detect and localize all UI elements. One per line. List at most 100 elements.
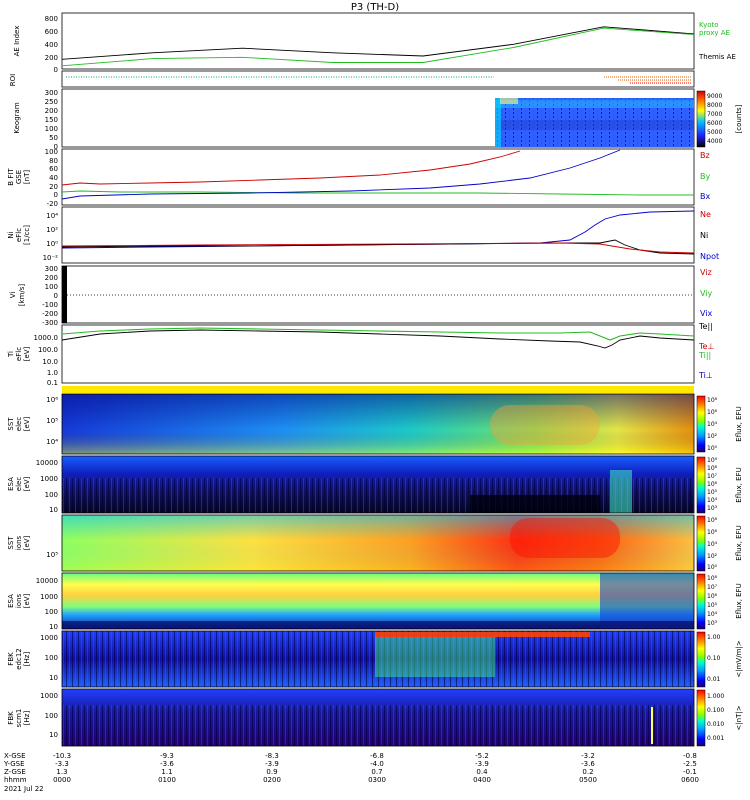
density-ylabel2: eFlc <box>15 228 23 242</box>
sst-e-cb-tick: 10⁶ <box>707 409 718 416</box>
bfield-ytick: 80 <box>49 157 58 165</box>
bfield-panel: B FIT GSE [nT] 100 80 60 40 20 0 -20 Bz … <box>7 148 710 208</box>
svg-text:0100: 0100 <box>158 776 176 784</box>
svg-text:0500: 0500 <box>579 776 597 784</box>
ae-panel: AE Index 800 600 400 200 0 Kyoto proxy A… <box>13 12 736 74</box>
fbk-e-ylabel2: edc12 <box>15 648 23 670</box>
temp-ytick: 1000.0 <box>34 334 59 342</box>
legend-vix: Vix <box>700 309 713 318</box>
bfield-ylabel3: [nT] <box>23 170 31 184</box>
bfield-ylabel: B FIT <box>7 168 15 186</box>
keogram-ytick: 100 <box>45 125 58 133</box>
esa-e-ytick: 10000 <box>36 459 58 467</box>
ae-ytick: 800 <box>45 15 58 23</box>
fbk-e-ytick: 100 <box>45 654 58 662</box>
sst-i-ylabel: SST <box>7 536 15 550</box>
velocity-ytick: 300 <box>45 265 58 273</box>
svg-text:1.1: 1.1 <box>161 768 172 776</box>
bfield-ytick: 20 <box>49 183 58 191</box>
keogram-ytick: 250 <box>45 98 58 106</box>
esa-e-ytick: 10 <box>49 506 58 514</box>
svg-text:-3.9: -3.9 <box>475 760 489 768</box>
temp-ylabel3: [eV] <box>23 346 31 361</box>
temp-ytick: 10.0 <box>42 358 58 366</box>
legend-ni: Ni <box>700 231 708 240</box>
sst-e-ylabel2: elec <box>15 417 23 432</box>
esa-e-ylabel2: elec <box>15 477 23 492</box>
density-ytick: 10⁰ <box>46 240 58 248</box>
svg-text:0000: 0000 <box>53 776 71 784</box>
esa-e-cb-tick: 10⁸ <box>707 465 718 472</box>
sst-i-cb-tick: 10⁸ <box>707 517 718 524</box>
fbk-b-colorbar <box>696 689 706 747</box>
keogram-cb-tick: 5000 <box>707 129 722 136</box>
esa-e-ytick: 100 <box>45 491 58 499</box>
sst-electron-panel: SST elec [eV] 10⁶ 10⁵ 10⁴ 10⁸ 10⁶ 10⁴ 10… <box>7 393 743 455</box>
fbk-e-ylabel3: [Hz] <box>23 652 31 667</box>
sst-e-cb-tick: 10⁴ <box>707 421 718 428</box>
x-col-0100: -9.3 -3.6 1.1 0100 <box>158 752 176 784</box>
ae-ytick: 600 <box>45 28 58 36</box>
fbk-b-cb-tick: 1.000 <box>707 693 724 700</box>
esa-e-ylabel: ESA <box>7 477 15 491</box>
fbk-b-ylabel2: scm1 <box>15 709 23 728</box>
keogram-ytick: 50 <box>49 134 58 142</box>
bfield-ytick: -20 <box>47 200 58 208</box>
esa-i-cb-tick: 10⁶ <box>707 593 718 600</box>
te-line <box>61 329 695 349</box>
row-label-zgse: Z-GSE <box>4 768 26 776</box>
keogram-cb-label: [counts] <box>735 104 743 133</box>
bfield-ytick: 100 <box>45 148 58 156</box>
density-ylabel: Ni <box>7 231 15 238</box>
velocity-ytick: 200 <box>45 274 58 282</box>
fbk-e-cb-tick: 0.01 <box>707 676 721 683</box>
x-col-0600: -0.8 -2.5 -0.1 0600 <box>681 752 699 784</box>
velocity-ytick: -300 <box>42 319 58 327</box>
themis-ae-line <box>61 26 695 60</box>
sst-i-ylabel3: [eV] <box>23 535 31 550</box>
bz-line <box>61 150 521 186</box>
keogram-ytick: 300 <box>45 89 58 97</box>
keogram-ylabel: Keogram <box>13 102 21 133</box>
sst-e-cb-tick: 10² <box>707 433 718 440</box>
density-panel: Ni eFlc [1/cc] 10⁴ 10² 10⁰ 10⁻² Ne Ni Np… <box>7 206 719 264</box>
legend-bx: Bx <box>700 192 710 201</box>
esa-i-ylabel: ESA <box>7 594 15 608</box>
keogram-ytick: 0 <box>54 143 58 151</box>
row-label-hhmm: hhmm <box>4 776 27 784</box>
esa-e-cb-tick: 10⁶ <box>707 481 718 488</box>
fbk-b-ytick: 100 <box>45 712 58 720</box>
svg-text:-3.6: -3.6 <box>160 760 174 768</box>
svg-text:0200: 0200 <box>263 776 281 784</box>
fbk-b-ytick: 1000 <box>40 692 58 700</box>
bx-line <box>61 149 621 200</box>
esa-e-cb-tick: 10⁵ <box>707 489 718 496</box>
legend-kyoto: Kyoto <box>699 21 719 29</box>
esa-i-ytick: 10 <box>49 623 58 631</box>
legend-bz: Bz <box>700 151 710 160</box>
temp-ytick: 0.1 <box>47 379 58 387</box>
fbk-e-ytick: 1000 <box>40 634 58 642</box>
x-col-0200: -8.3 -3.9 0.9 0200 <box>263 752 281 784</box>
fbk-b-ylabel3: [Hz] <box>23 711 31 726</box>
velocity-ytick: 0 <box>54 292 58 300</box>
fbk-b-cb-tick: 0.001 <box>707 735 724 742</box>
kyoto-ae-line <box>61 27 695 67</box>
sst-i-colorbar <box>696 515 706 572</box>
esa-e-cb-tick: 10⁹ <box>707 457 718 464</box>
legend-ne: Ne <box>700 210 711 219</box>
svg-text:-6.8: -6.8 <box>370 752 384 760</box>
svg-text:1.3: 1.3 <box>56 768 67 776</box>
date-label: 2021 Jul 22 <box>4 785 44 793</box>
bfield-ylabel2: GSE <box>15 170 23 184</box>
keogram-ytick: 200 <box>45 107 58 115</box>
svg-text:-9.3: -9.3 <box>160 752 174 760</box>
legend-ti-perp: Ti⊥ <box>698 371 713 380</box>
temp-ytick: 100.0 <box>38 346 58 354</box>
fbk-b-cb-label: <|nT|> <box>735 705 743 730</box>
legend-viz: Viz <box>700 268 712 277</box>
sst-e-ytick: 10⁶ <box>46 396 58 404</box>
esa-e-ylabel3: [eV] <box>23 476 31 491</box>
x-col-0500: -3.2 -3.6 0.2 0500 <box>579 752 597 784</box>
keogram-cb-tick: 9000 <box>707 93 722 100</box>
